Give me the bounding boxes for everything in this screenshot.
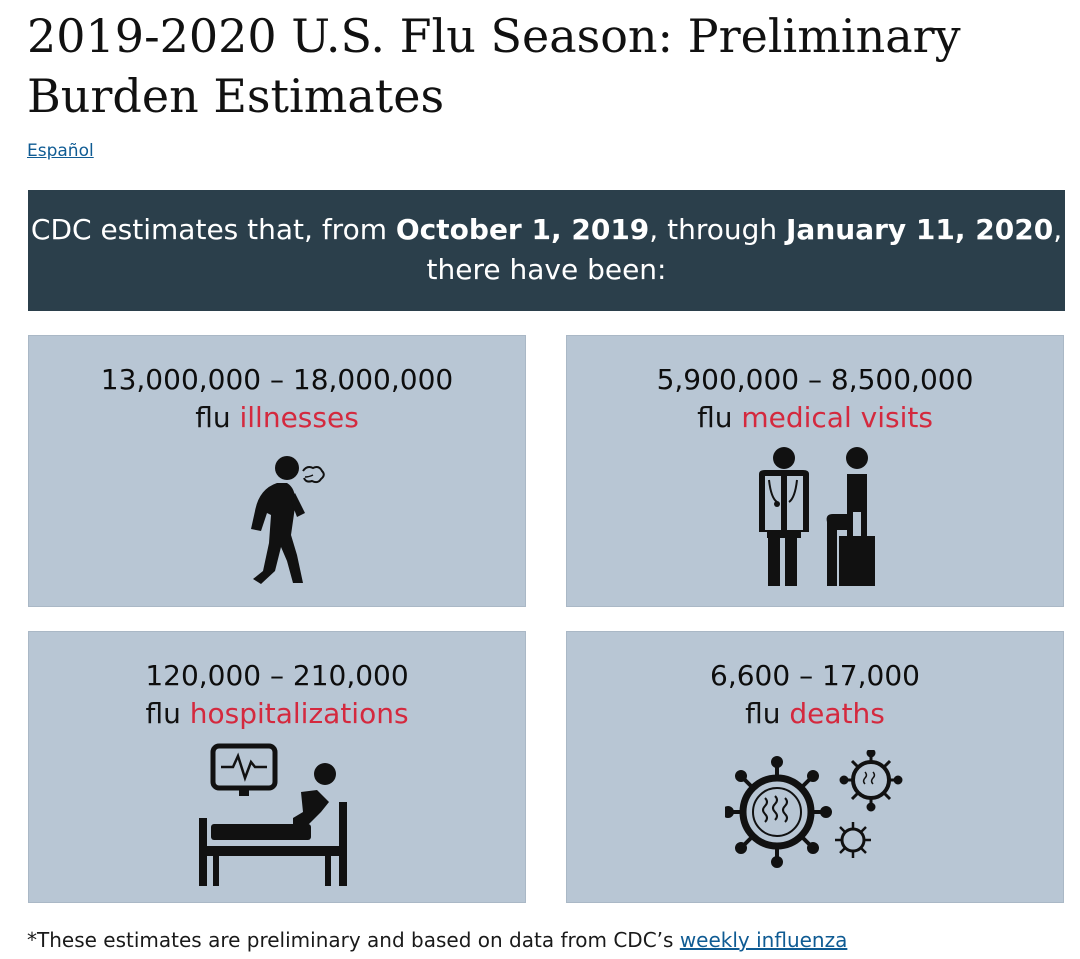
language-link-espanol[interactable]: Español	[27, 141, 94, 161]
virus-icon	[725, 750, 903, 868]
sick-person-icon	[251, 456, 325, 584]
footnote-text: *These estimates are preliminary and bas…	[27, 928, 680, 952]
banner-suffix: , there have been:	[426, 213, 1063, 286]
footnote: *These estimates are preliminary and bas…	[27, 928, 847, 952]
card-range: 13,000,000 – 18,000,000	[100, 363, 454, 396]
card-illnesses: 13,000,000 – 18,000,000 flu illnesses	[28, 335, 526, 607]
card-range: 120,000 – 210,000	[145, 659, 409, 692]
card-label: flu deaths	[745, 697, 885, 730]
card-label: flu medical visits	[697, 401, 933, 434]
weekly-influenza-link[interactable]: weekly influenza	[679, 928, 848, 952]
banner-end-date: January 11, 2020	[786, 213, 1054, 246]
card-label: flu hospitalizations	[145, 697, 409, 730]
page-title: 2019-2020 U.S. Flu Season: Preliminary B…	[27, 9, 961, 123]
card-range: 5,900,000 – 8,500,000	[656, 363, 974, 396]
hospital-bed-icon	[199, 743, 347, 886]
doctor-patient-icon	[759, 447, 875, 586]
card-medical-visits: 5,900,000 – 8,500,000 flu medical visits	[566, 335, 1064, 607]
estimate-banner: CDC estimates that, from October 1, 2019…	[28, 190, 1065, 311]
banner-start-date: October 1, 2019	[395, 213, 650, 246]
banner-middle: , through	[649, 213, 787, 246]
card-deaths: 6,600 – 17,000 flu deaths	[566, 631, 1064, 903]
card-hospitalizations: 120,000 – 210,000 flu hospitalizations	[28, 631, 526, 903]
card-label: flu illnesses	[195, 401, 359, 434]
card-range: 6,600 – 17,000	[710, 659, 920, 692]
banner-prefix: CDC estimates that, from	[30, 213, 396, 246]
